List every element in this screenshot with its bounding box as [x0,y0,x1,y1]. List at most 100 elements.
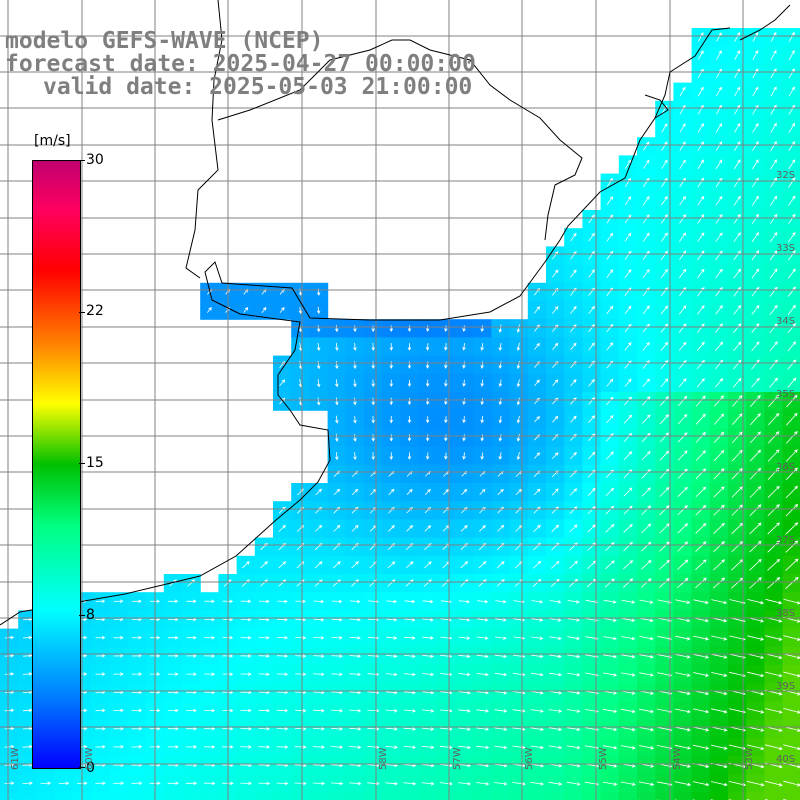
wind-arrow [516,361,521,370]
wind-arrow [549,654,562,659]
wind-arrow [733,304,742,315]
wind-arrow [676,577,689,589]
wind-arrow [696,323,705,333]
wind-arrow [767,504,780,517]
wind-arrow [258,635,270,640]
wind-arrow [277,599,288,604]
wind-speed-cell [673,100,693,120]
lat-label: 40S [776,754,796,765]
wind-arrow [550,578,560,587]
wind-arrow [276,654,289,658]
wind-arrow [479,525,486,532]
wind-arrow [679,159,686,170]
wind-speed-cell [691,210,711,229]
wind-speed-cell [600,464,620,484]
wind-arrow [733,195,741,206]
wind-speed-cell [36,792,56,800]
wind-speed-cell [527,519,547,539]
wind-speed-cell [691,428,711,448]
wind-speed-cell [764,46,784,65]
wind-arrow [496,561,505,569]
wind-arrow [353,342,357,351]
wind-arrow [113,726,124,731]
wind-arrow [462,343,466,351]
wind-speed-cell [691,246,711,266]
wind-arrow [22,708,33,713]
wind-speed-cell [309,537,329,557]
wind-arrow [476,709,490,713]
wind-speed-cell [673,428,693,448]
lon-label: 55W [598,747,609,770]
wind-arrow [494,654,508,659]
wind-speed-cell [491,501,511,520]
wind-arrow [786,430,798,444]
lat-label: 35S [776,389,796,400]
wind-speed-cell [327,464,347,484]
wind-arrow [168,672,179,676]
wind-speed-cell [600,373,620,393]
wind-arrow [295,617,307,622]
wind-speed-cell [127,792,147,800]
wind-arrow [298,325,303,333]
wind-arrow [661,123,668,133]
wind-arrow [494,745,508,750]
wind-speed-cell [527,373,547,393]
wind-speed-cell [728,82,747,102]
wind-arrow [643,159,650,169]
wind-speed-cell [327,483,347,502]
wind-arrow [713,486,725,498]
wind-arrow [747,653,765,659]
wind-speed-cell [782,792,800,800]
wind-speed-cell [637,464,656,484]
wind-speed-cell [600,392,620,411]
wind-speed-cell [473,519,492,539]
wind-speed-cell [254,574,274,593]
wind-speed-cell [728,264,747,284]
wind-speed-cell [436,537,456,557]
wind-speed-cell [673,264,693,284]
wind-arrow [404,654,416,658]
wind-speed-cell [546,483,565,502]
wind-arrow [186,708,197,713]
wind-speed-cell [673,155,693,175]
wind-speed-cell [728,337,747,357]
wind-speed-cell [582,228,602,247]
wind-speed-cell [382,464,401,484]
wind-arrow [498,452,503,460]
wind-speed-cell [254,537,274,557]
wind-arrow [767,449,780,462]
wind-arrow [440,654,453,658]
wind-arrow [764,744,783,751]
wind-speed-cell [746,264,765,284]
wind-arrow [242,561,250,569]
wind-arrow [367,690,380,695]
wind-speed-cell [618,282,638,302]
wind-arrow [679,141,686,151]
wind-arrow [335,379,339,388]
wind-speed-cell [764,355,784,375]
wind-speed-cell [746,64,765,84]
wind-arrow [697,86,704,97]
wind-arrow [4,726,15,731]
wind-speed-cell [728,501,747,520]
wind-arrow [367,781,380,786]
wind-speed-cell [673,464,693,484]
wind-speed-cell [254,555,274,575]
wind-arrow [715,323,723,333]
wind-arrow [407,416,412,424]
wind-arrow [40,781,52,785]
wind-arrow [258,781,271,786]
wind-arrow [4,635,15,640]
wind-arrow [769,323,778,334]
wind-speed-cell [728,574,747,593]
wind-speed-cell [527,464,547,484]
wind-speed-cell [673,228,693,247]
wind-arrow [422,636,434,640]
wind-arrow [570,305,577,314]
wind-speed-cell [436,483,456,502]
wind-arrow [731,431,743,444]
wind-arrow [641,523,652,534]
wind-arrow [407,325,412,333]
wind-speed-cell [655,464,674,484]
wind-speed-cell [618,501,638,520]
